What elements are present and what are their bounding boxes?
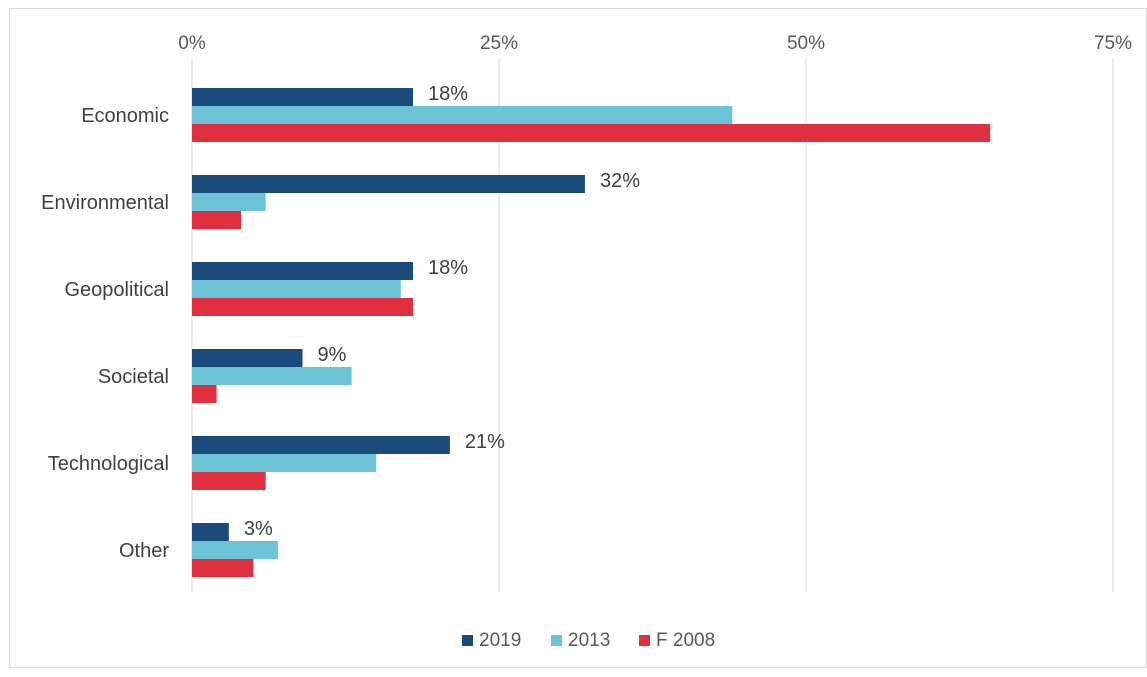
data-label: 3% xyxy=(244,518,273,540)
bars xyxy=(192,88,991,577)
legend-label: 2013 xyxy=(568,630,610,651)
bar-f-2008 xyxy=(192,559,254,577)
gridlines xyxy=(191,58,1114,592)
category-label: Societal xyxy=(98,366,169,388)
bar-f-2008 xyxy=(192,385,217,403)
legend-label: F 2008 xyxy=(656,630,715,651)
bar-2013 xyxy=(192,541,278,559)
x-tick-label: 75% xyxy=(1094,33,1132,54)
legend: 2019 2013 F 2008 xyxy=(462,630,715,651)
legend-swatch xyxy=(551,635,562,646)
data-labels: 18% 32% 18% 9% 21% 3% xyxy=(244,83,640,540)
x-tick-label: 0% xyxy=(178,33,206,54)
category-label: Environmental xyxy=(41,192,169,214)
data-label: 9% xyxy=(318,344,347,366)
category-label: Economic xyxy=(81,105,169,127)
legend-swatch xyxy=(639,635,650,646)
bar-2013 xyxy=(192,193,266,211)
bar-f-2008 xyxy=(192,211,242,229)
data-label: 32% xyxy=(600,170,640,192)
bar-2013 xyxy=(192,106,733,124)
legend-label: 2019 xyxy=(479,630,521,651)
category-label: Other xyxy=(119,540,169,562)
x-axis-ticks: 0% 25% 50% 75% xyxy=(178,33,1132,54)
x-tick-label: 25% xyxy=(480,33,518,54)
bar-2019 xyxy=(192,262,414,280)
bar-2019 xyxy=(192,88,414,106)
bar-2019 xyxy=(192,349,303,367)
category-label: Technological xyxy=(48,453,169,475)
bar-f-2008 xyxy=(192,472,266,490)
x-tick-label: 50% xyxy=(787,33,825,54)
bar-2019 xyxy=(192,175,585,193)
data-label: 21% xyxy=(465,431,505,453)
bar-f-2008 xyxy=(192,298,414,316)
bar-2019 xyxy=(192,436,450,454)
bar-f-2008 xyxy=(192,124,991,142)
category-labels: Economic Environmental Geopolitical Societa… xyxy=(41,105,169,562)
category-label: Geopolitical xyxy=(64,279,169,301)
bar-2019 xyxy=(192,523,229,541)
bar-2013 xyxy=(192,280,401,298)
legend-swatch xyxy=(462,635,473,646)
data-label: 18% xyxy=(428,83,468,105)
data-label: 18% xyxy=(428,257,468,279)
bar-2013 xyxy=(192,367,352,385)
bar-2013 xyxy=(192,454,377,472)
